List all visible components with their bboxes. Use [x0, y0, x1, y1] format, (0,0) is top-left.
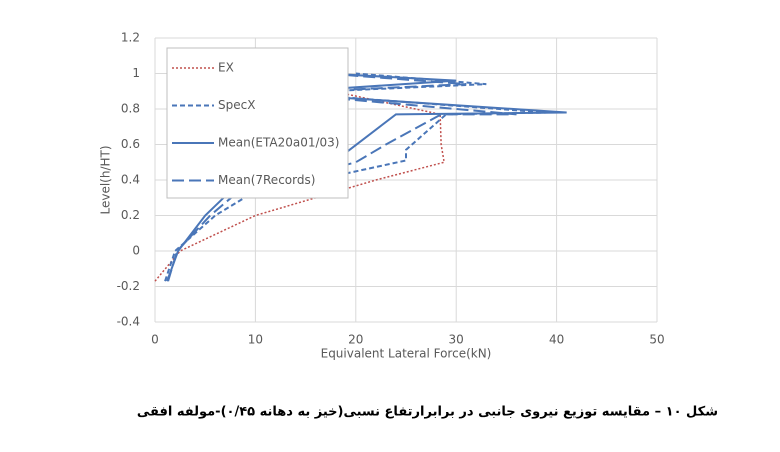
y-tick-label: 1 — [132, 66, 140, 80]
legend-label: SpecX — [218, 98, 255, 112]
legend-label: EX — [218, 61, 234, 75]
x-tick-label: 40 — [549, 333, 564, 347]
y-tick-label: 0.6 — [121, 137, 140, 151]
x-tick-label: 20 — [348, 333, 363, 347]
legend-box — [166, 47, 349, 199]
legend-label: Mean(7Records) — [218, 173, 315, 187]
y-tick-label: 0.2 — [121, 208, 140, 222]
caption: شکل ۱۰ – مقایسه توزیع نیروی جانبی در برا… — [137, 405, 718, 420]
legend-label: Mean(ETA20a01/03) — [218, 136, 339, 150]
y-tick-label: -0.2 — [117, 279, 140, 293]
y-tick-label: 1.2 — [121, 31, 140, 45]
y-tick-label: 0.8 — [121, 102, 140, 116]
x-tick-label: 10 — [248, 333, 263, 347]
x-tick-label: 0 — [151, 333, 159, 347]
y-tick-label: 0 — [132, 244, 140, 258]
x-tick-label: 50 — [649, 333, 664, 347]
y-tick-label: -0.4 — [117, 315, 140, 329]
series-line — [166, 72, 567, 282]
x-axis-label: Equivalent Lateral Force(kN) — [321, 347, 492, 361]
y-tick-label: 0.4 — [121, 173, 140, 187]
y-axis-label: Level(h/HT) — [99, 145, 113, 214]
series-line — [164, 72, 547, 282]
x-tick-label: 30 — [449, 333, 464, 347]
